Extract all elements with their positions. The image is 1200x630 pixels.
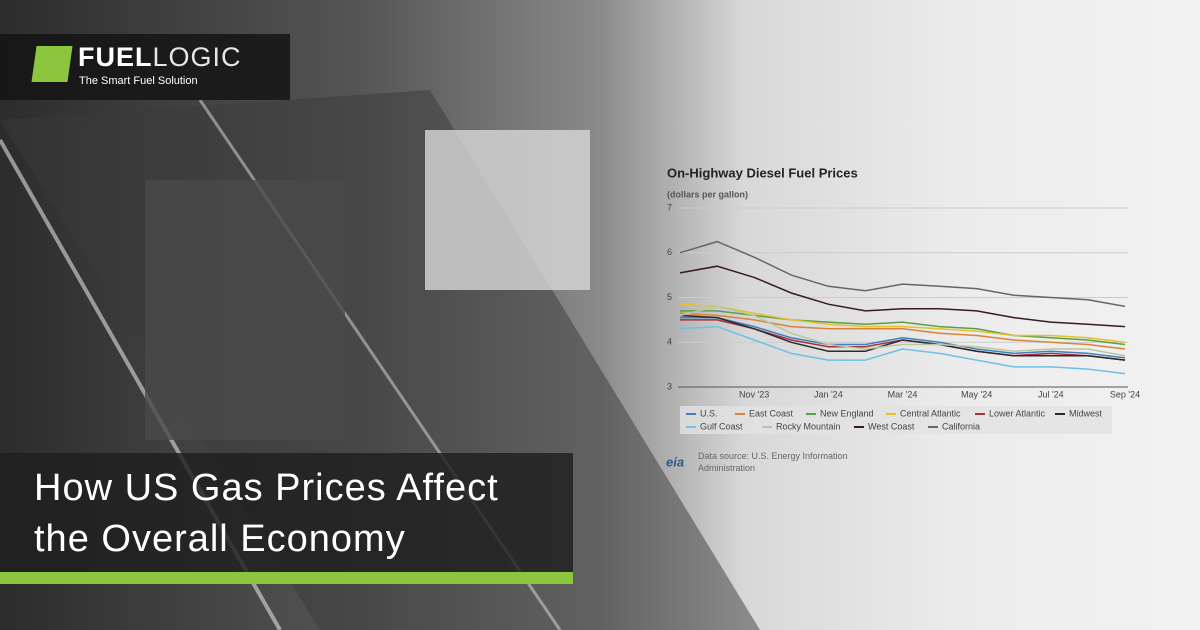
series-line	[679, 314, 1126, 361]
source-wrap: Data source: U.S. Energy Information Adm…	[698, 451, 848, 473]
series-line	[679, 265, 1126, 328]
x-tick-label: Jul '24	[1038, 389, 1064, 399]
legend-label: West Coast	[868, 421, 915, 431]
y-tick-label: 6	[667, 247, 672, 257]
brand-name-part1: FUEL	[78, 42, 153, 72]
series-line	[679, 305, 1126, 357]
x-tick-label: Nov '23	[739, 389, 769, 399]
series-line	[679, 312, 1126, 350]
legend-label: U.S.	[700, 408, 718, 418]
legend-label: Gulf Coast	[700, 421, 743, 431]
x-tick-label: Mar '24	[888, 389, 918, 399]
legend-label: Midwest	[1069, 408, 1103, 418]
headline: How US Gas Prices Affect the Overall Eco…	[0, 453, 573, 572]
series-line	[679, 303, 1126, 344]
chart-subtitle: (dollars per gallon)	[667, 189, 748, 199]
legend-box	[680, 406, 1112, 434]
x-tick-label: May '24	[961, 389, 992, 399]
series-line	[680, 316, 1126, 359]
logo: FUELLOGIC The Smart Fuel Solution	[0, 34, 290, 100]
chart-title: On-Highway Diesel Fuel Prices	[667, 165, 858, 180]
source: Data source: U.S. Energy Information Adm…	[698, 451, 848, 473]
tagline: The Smart Fuel Solution	[79, 75, 198, 87]
x-tick-label: Jan '24	[814, 389, 843, 399]
legend-label: East Coast	[749, 408, 794, 418]
source-logo: eia	[666, 454, 684, 469]
legend-label: Central Atlantic	[900, 408, 961, 418]
y-tick-label: 4	[667, 337, 672, 347]
brand-name-part2: LOGIC	[152, 42, 242, 72]
y-tick-label: 5	[667, 292, 672, 302]
legend-label: California	[942, 421, 980, 431]
legend-label: Lower Atlantic	[989, 408, 1046, 418]
legend-label: Rocky Mountain	[776, 421, 841, 431]
series-line	[679, 240, 1126, 308]
y-tick-label: 3	[667, 381, 672, 391]
x-tick-label: Sep '24	[1110, 389, 1140, 399]
y-tick-label: 7	[667, 202, 672, 212]
brand-name: FUELLOGIC	[78, 42, 242, 73]
legend-label: New England	[820, 408, 874, 418]
accent-bar	[0, 572, 573, 584]
series-line	[679, 325, 1126, 375]
